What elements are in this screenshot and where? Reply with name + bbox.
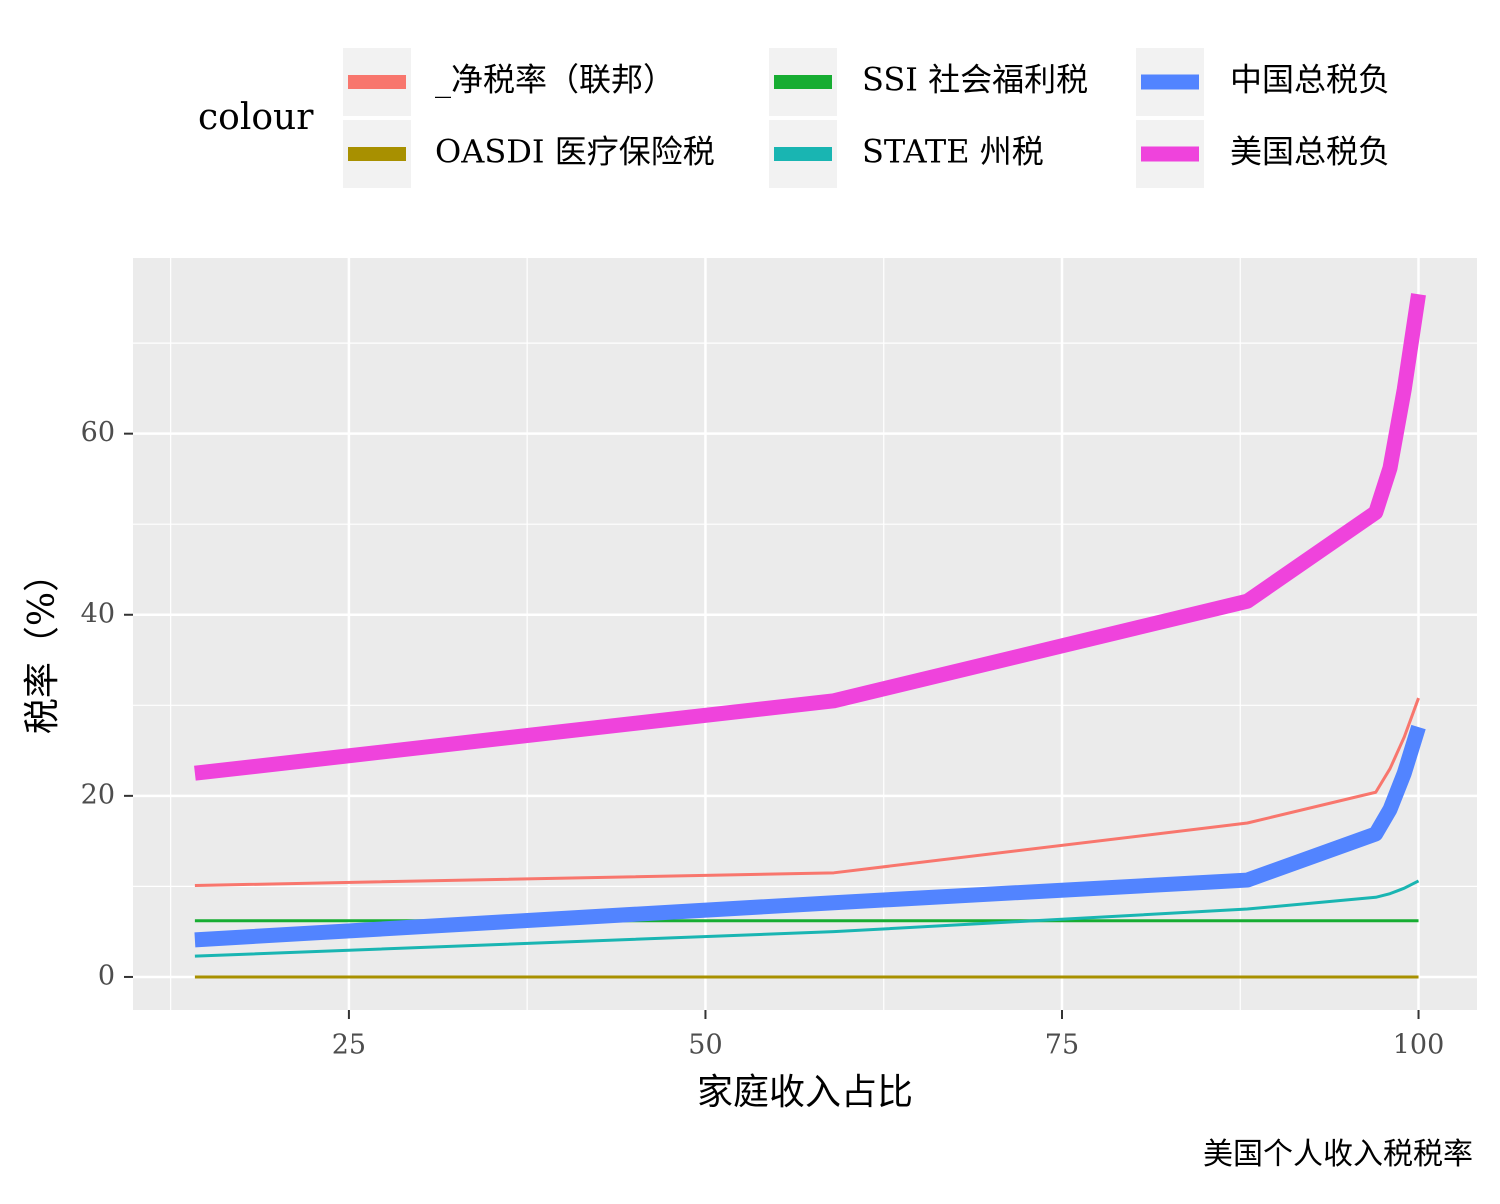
legend-label: STATE 州税 — [862, 133, 1044, 171]
legend-label: OASDI 医疗保险税 — [435, 133, 715, 171]
caption: 美国个人收入税税率 — [1203, 1137, 1473, 1172]
y-tick-label: 40 — [81, 598, 115, 629]
legend-label: SSI 社会福利税 — [862, 61, 1088, 99]
legend-label: 中国总税负 — [1230, 61, 1390, 99]
legend-title: colour — [198, 97, 314, 138]
series-line — [194, 697, 1420, 887]
y-tick-label: 20 — [81, 779, 115, 810]
y-axis-title: 税率（%） — [22, 556, 63, 734]
x-tick-label: 50 — [688, 1030, 722, 1061]
series-line — [194, 293, 1426, 781]
legend-label: _净税率（联邦） — [435, 61, 675, 99]
lines — [194, 293, 1426, 979]
y-tick-label: 60 — [81, 417, 115, 448]
x-tick-label: 25 — [332, 1030, 366, 1061]
series-line — [194, 879, 1420, 958]
y-tick-label: 0 — [98, 960, 115, 991]
series-line — [194, 724, 1426, 948]
legend-label: 美国总税负 — [1230, 133, 1390, 171]
x-axis-title: 家庭收入占比 — [697, 1072, 913, 1113]
x-tick-label: 75 — [1045, 1030, 1079, 1061]
x-tick-label: 100 — [1393, 1030, 1445, 1061]
